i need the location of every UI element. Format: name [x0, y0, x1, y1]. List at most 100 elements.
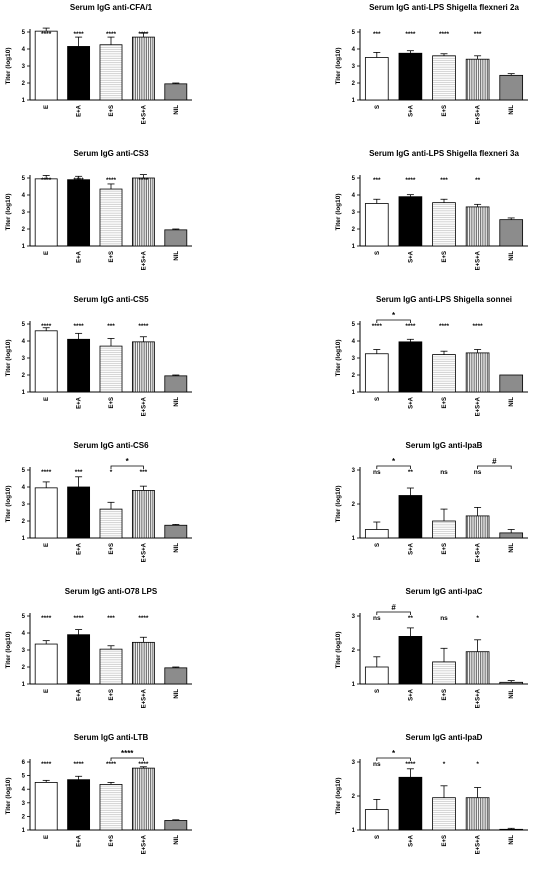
chart-panel-anti-lps-sonnei: Serum IgG anti-LPS Shigella sonnei Titer …	[335, 295, 528, 416]
y-tick-label: 3	[22, 64, 26, 70]
y-tick-label: 5	[352, 176, 356, 182]
y-tick-label: 3	[352, 760, 356, 766]
significance-label: ***	[140, 469, 148, 476]
y-tick-label: 3	[22, 502, 26, 508]
category-label: E+S+A	[476, 688, 482, 708]
significance-label: ns	[440, 615, 448, 622]
bar	[34, 30, 58, 101]
comparison-label: *	[126, 457, 130, 466]
bar	[131, 341, 155, 393]
y-tick-label: 1	[22, 390, 26, 396]
significance-label: ns	[373, 469, 381, 476]
chart-title: Serum IgG anti-CS3	[73, 149, 149, 158]
chart-title: Serum IgG anti-LPS Shigella flexneri 2a	[369, 3, 519, 12]
y-tick-label: 4	[352, 339, 356, 345]
y-tick-label: 5	[352, 30, 356, 36]
y-tick-label: 1	[352, 244, 356, 250]
comparison-label: *	[392, 311, 396, 320]
chart-panel-anti-ipab: Serum IgG anti-IpaB Titer (log10) 1 2 3 Sns S+…	[335, 441, 528, 562]
significance-label: **	[408, 469, 414, 476]
bar	[364, 203, 389, 247]
significance-label: ****	[106, 761, 117, 768]
bar	[398, 636, 423, 685]
bar	[131, 36, 155, 101]
significance-label: *	[476, 615, 479, 622]
bar	[34, 643, 58, 685]
category-label: E+S+A	[141, 542, 147, 562]
y-axis-label: Titer (log10)	[335, 631, 342, 668]
category-label: E+A	[77, 396, 83, 409]
y-tick-label: 5	[22, 30, 26, 36]
y-tick-label: 1	[22, 536, 26, 542]
bar	[99, 345, 123, 393]
chart-title: Serum IgG anti-LTB	[74, 733, 149, 742]
chart-title: Serum IgG anti-IpaC	[406, 587, 483, 596]
bar	[364, 666, 389, 685]
significance-label: ****	[41, 615, 52, 622]
bar	[131, 490, 155, 539]
y-tick-label: 2	[22, 373, 26, 379]
y-axis-label: Titer (log10)	[5, 339, 12, 376]
category-label: E+S+A	[141, 104, 147, 124]
y-tick-label: 2	[352, 794, 356, 800]
chart-panel-anti-ipac: Serum IgG anti-IpaC Titer (log10) 1 2 3 Sns S+…	[335, 587, 528, 708]
category-label: E+S	[109, 835, 115, 847]
y-tick-label: 5	[22, 614, 26, 620]
significance-label: ****	[405, 31, 416, 38]
y-tick-label: 4	[22, 339, 26, 345]
comparison-bracket	[110, 757, 144, 761]
bar	[465, 206, 490, 247]
chart-title: Serum IgG anti-O78 LPS	[65, 587, 158, 596]
bar	[499, 374, 524, 393]
comparison-label: #	[391, 603, 396, 612]
y-tick-label: 1	[352, 390, 356, 396]
category-label: NIL	[174, 689, 180, 699]
bar	[465, 352, 490, 393]
significance-label: ****	[138, 177, 149, 184]
chart-title: Serum IgG anti-CFA/1	[70, 3, 153, 12]
category-label: E+S	[442, 543, 448, 555]
significance-label: ****	[74, 761, 85, 768]
significance-label: ****	[439, 323, 450, 330]
chart-panel-anti-o78-lps: Serum IgG anti-O78 LPS Titer (log10) 1 2 3 4 5…	[5, 587, 192, 708]
category-label: NIL	[509, 397, 515, 407]
significance-label: ****	[405, 323, 416, 330]
chart-title: Serum IgG anti-CS5	[73, 295, 149, 304]
category-label: NIL	[174, 251, 180, 261]
bar	[432, 661, 456, 685]
y-tick-label: 3	[22, 210, 26, 216]
significance-label: ****	[138, 615, 149, 622]
comparison-label: ****	[121, 749, 134, 758]
y-axis-label: Titer (log10)	[5, 485, 12, 522]
y-axis-label: Titer (log10)	[5, 777, 12, 814]
category-label: S+A	[408, 542, 414, 555]
category-label: E	[44, 105, 50, 109]
bar	[432, 797, 456, 831]
category-label: S	[375, 105, 381, 109]
significance-label: ***	[75, 469, 83, 476]
y-tick-label: 1	[22, 828, 26, 834]
bar	[465, 515, 490, 539]
bar	[99, 648, 123, 685]
y-tick-label: 2	[352, 373, 356, 379]
bar	[398, 341, 423, 393]
category-label: NIL	[174, 543, 180, 553]
chart-panel-anti-cfa1: Serum IgG anti-CFA/1 Titer (log10) 1 2 3 4 5 E *…	[5, 3, 192, 124]
bar	[131, 767, 155, 831]
category-label: S	[375, 543, 381, 547]
chart-panel-anti-cs3: Serum IgG anti-CS3 Titer (log10) 1 2 3 4 5 E ***…	[5, 149, 192, 270]
comparison-bracket	[376, 319, 411, 323]
category-label: E+A	[77, 834, 83, 847]
bar	[34, 782, 58, 831]
significance-label: ***	[107, 615, 115, 622]
category-label: E+S	[442, 397, 448, 409]
y-tick-label: 5	[22, 176, 26, 182]
y-axis-label: Titer (log10)	[5, 631, 12, 668]
category-label: E+S+A	[141, 834, 147, 854]
bar	[34, 178, 58, 247]
y-tick-label: 1	[352, 536, 356, 542]
y-tick-label: 3	[22, 648, 26, 654]
category-label: E+S+A	[141, 396, 147, 416]
bar	[164, 375, 188, 393]
bar	[99, 44, 123, 101]
